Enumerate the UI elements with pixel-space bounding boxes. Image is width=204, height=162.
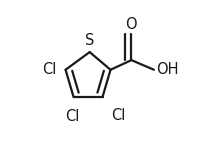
Text: Cl: Cl	[42, 62, 57, 77]
Text: O: O	[125, 17, 136, 32]
Text: Cl: Cl	[64, 109, 79, 124]
Text: OH: OH	[155, 62, 177, 77]
Text: Cl: Cl	[111, 108, 125, 122]
Text: S: S	[84, 33, 94, 48]
